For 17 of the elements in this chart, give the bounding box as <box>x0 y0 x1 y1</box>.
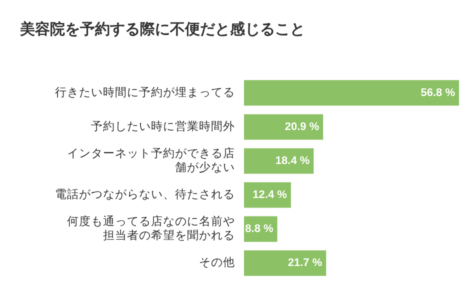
data-label: 56.8 % <box>420 86 456 99</box>
chart-title: 美容院を予約する際に不便だと感じること <box>20 20 305 39</box>
y-tick-label: 予約したい時に営業時間外 <box>91 118 235 133</box>
data-label: 12.4 % <box>252 189 288 202</box>
bar <box>244 114 324 140</box>
y-tick-label: 行きたい時間に予約が埋まってる <box>55 84 235 99</box>
y-tick-label: 電話がつながらない、待たされる <box>55 187 235 201</box>
data-label: 20.9 % <box>284 120 320 133</box>
data-label: 21.7 % <box>288 257 322 270</box>
bar <box>244 250 326 276</box>
y-tick-label: その他 <box>199 255 235 270</box>
data-label: 8.8 % <box>245 223 274 236</box>
y-tick-label: インターネット予約ができる店舗が少ない <box>67 146 235 174</box>
bar <box>244 80 459 106</box>
y-tick-label: 何度も通ってる店なのに名前や担当者の希望を聞かれる <box>67 214 235 242</box>
data-label: 18.4 % <box>275 155 310 168</box>
bar <box>244 148 314 174</box>
